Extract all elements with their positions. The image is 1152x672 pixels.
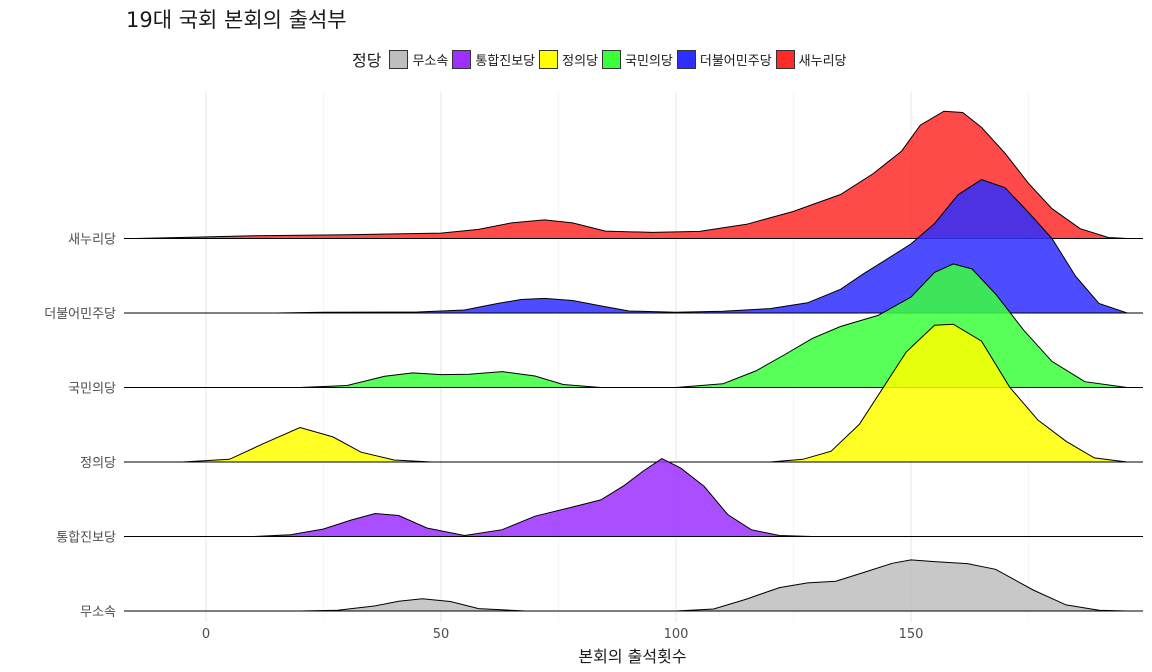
y-tick-label: 더불어민주당 — [44, 307, 116, 322]
legend: 정당 무소속 통합진보당 정의당 국민의당 더불어민주당 새누리당 — [352, 45, 851, 73]
legend-label: 정의당 — [562, 53, 599, 69]
ridge-layer — [124, 110, 1143, 612]
legend-label: 무소속 — [412, 53, 449, 69]
ridge-outline-국민의당 — [135, 263, 1128, 388]
legend-title: 정당 — [352, 51, 382, 70]
ridge-area-정의당 — [135, 324, 1128, 462]
legend-item-무소속: 무소속 — [389, 49, 449, 69]
legend-label: 더불어민주당 — [699, 53, 772, 69]
x-axis-title: 본회의 출석횟수 — [578, 647, 686, 666]
ridge-outline-정의당 — [135, 323, 1128, 463]
ridge-area-새누리당 — [135, 111, 1128, 239]
ridge-outline-무소속 — [135, 559, 1128, 612]
legend-key — [389, 49, 409, 69]
legend-key — [602, 49, 622, 69]
ridge-area-무소속 — [135, 559, 1128, 611]
legend-key — [775, 49, 795, 69]
legend-label: 새누리당 — [798, 53, 847, 69]
ridge-outline-통합진보당 — [135, 458, 841, 537]
legend-item-국민의당: 국민의당 — [602, 49, 673, 69]
x-tick-label: 100 — [664, 627, 689, 642]
y-tick-label: 통합진보당 — [56, 531, 116, 546]
y-tick-label: 무소속 — [80, 605, 116, 620]
legend-item-새누리당: 새누리당 — [775, 49, 847, 69]
y-tick-label: 새누리당 — [68, 233, 116, 248]
ridge-area-더불어민주당 — [135, 179, 1128, 313]
legend-key — [676, 49, 696, 69]
legend-key — [452, 49, 472, 69]
chart-title: 19대 국회 본회의 출석부 — [126, 8, 347, 32]
legend-label: 통합진보당 — [475, 53, 536, 69]
ridge-area-국민의당 — [135, 263, 1128, 388]
legend-label: 국민의당 — [625, 53, 673, 69]
x-tick-label: 50 — [433, 627, 450, 642]
ridge-area-통합진보당 — [135, 458, 841, 537]
x-tick-label: 0 — [202, 627, 210, 642]
legend-key — [539, 49, 559, 69]
ridge-outline-더불어민주당 — [135, 179, 1128, 314]
ridge-outline-새누리당 — [135, 110, 1128, 239]
x-tick-label: 150 — [899, 627, 924, 642]
legend-item-더불어민주당: 더불어민주당 — [676, 49, 772, 69]
x-tick-labels: 0 50 100 150 — [202, 627, 924, 642]
legend-item-통합진보당: 통합진보당 — [452, 49, 536, 69]
y-tick-label: 정의당 — [80, 456, 116, 471]
y-tick-label: 국민의당 — [68, 382, 116, 397]
legend-item-정의당: 정의당 — [539, 49, 599, 69]
